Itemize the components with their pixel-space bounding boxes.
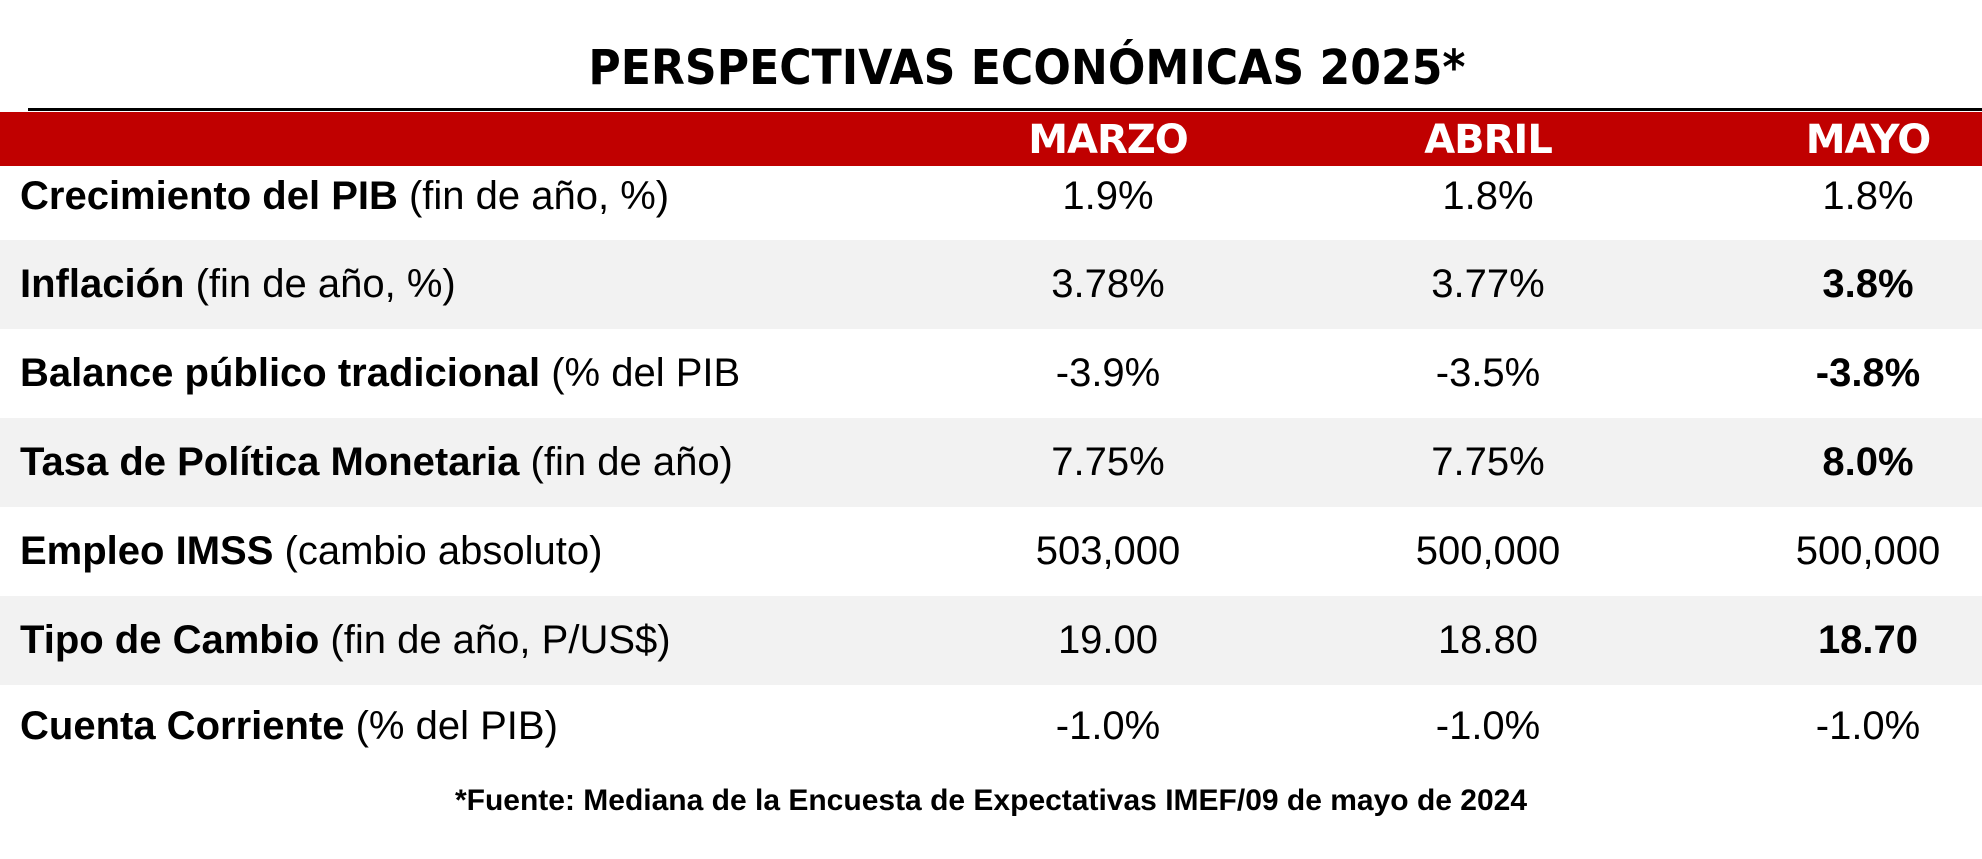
- cell-abril: 18.80: [1437, 618, 1539, 662]
- cell-abril: 7.75%: [1431, 440, 1545, 484]
- title-underline: [28, 108, 1982, 111]
- table-row: Cuenta Corriente (% del PIB) -1.0% -1.0%…: [0, 682, 1982, 771]
- row-label: Balance público tradicional (% del PIB: [20, 329, 740, 418]
- cell-mayo: 8.0%: [1822, 440, 1914, 484]
- table-row: Tasa de Política Monetaria (fin de año) …: [0, 418, 1982, 507]
- cell-abril: 3.77%: [1431, 262, 1545, 306]
- row-label: Tipo de Cambio (fin de año, P/US$): [20, 596, 671, 685]
- row-label: Inflación (fin de año, %): [20, 240, 456, 329]
- row-label-detail: (% del PIB: [540, 351, 741, 395]
- column-header-band: [0, 112, 1982, 166]
- table-row: Crecimiento del PIB (fin de año, %) 1.9%…: [0, 152, 1982, 241]
- column-header-marzo: MARZO: [1028, 117, 1189, 163]
- row-label-detail: (% del PIB): [344, 704, 558, 748]
- column-header-abril: ABRIL: [1424, 117, 1553, 163]
- row-label-bold: Tipo de Cambio: [20, 618, 320, 662]
- row-label: Tasa de Política Monetaria (fin de año): [20, 418, 733, 507]
- cell-marzo: 1.9%: [1062, 174, 1154, 218]
- row-label-detail: (fin de año, P/US$): [319, 618, 671, 662]
- column-header-mayo: MAYO: [1805, 117, 1931, 163]
- page-title: PERSPECTIVAS ECONÓMICAS 2025*: [588, 40, 1466, 96]
- row-label-detail: (fin de año, %): [397, 174, 670, 218]
- cell-abril: -3.5%: [1435, 351, 1541, 395]
- cell-marzo: 3.78%: [1051, 262, 1165, 306]
- cell-marzo: -3.9%: [1055, 351, 1161, 395]
- cell-abril: -1.0%: [1435, 704, 1541, 748]
- cell-mayo: -1.0%: [1815, 704, 1921, 748]
- cell-abril: 500,000: [1415, 529, 1561, 573]
- cell-mayo: 1.8%: [1822, 174, 1914, 218]
- cell-abril: 1.8%: [1442, 174, 1534, 218]
- row-label-bold: Crecimiento del PIB: [20, 174, 398, 218]
- row-label-bold: Tasa de Política Monetaria: [20, 440, 520, 484]
- row-label-bold: Empleo IMSS: [20, 529, 274, 573]
- row-label-detail: (fin de año): [519, 440, 733, 484]
- row-label-detail: (cambio absoluto): [273, 529, 603, 573]
- table-row: Balance público tradicional (% del PIB -…: [0, 329, 1982, 418]
- table-row: Tipo de Cambio (fin de año, P/US$) 19.00…: [0, 596, 1982, 685]
- table-row: Inflación (fin de año, %) 3.78% 3.77% 3.…: [0, 240, 1982, 329]
- row-label: Crecimiento del PIB (fin de año, %): [20, 152, 669, 241]
- cell-marzo: 19.00: [1057, 618, 1159, 662]
- cell-mayo: 18.70: [1817, 618, 1919, 662]
- cell-marzo: -1.0%: [1055, 704, 1161, 748]
- row-label-bold: Balance público tradicional: [20, 351, 541, 395]
- cell-mayo: 500,000: [1795, 529, 1941, 573]
- source-note: *Fuente: Mediana de la Encuesta de Expec…: [454, 784, 1528, 817]
- row-label-bold: Cuenta Corriente: [20, 704, 345, 748]
- row-label: Cuenta Corriente (% del PIB): [20, 682, 558, 771]
- cell-marzo: 7.75%: [1051, 440, 1165, 484]
- cell-mayo: -3.8%: [1815, 351, 1921, 395]
- cell-mayo: 3.8%: [1822, 262, 1914, 306]
- cell-marzo: 503,000: [1035, 529, 1181, 573]
- table-row: Empleo IMSS (cambio absoluto) 503,000 50…: [0, 507, 1982, 596]
- row-label-bold: Inflación: [20, 262, 185, 306]
- row-label-detail: (fin de año, %): [184, 262, 456, 306]
- row-label: Empleo IMSS (cambio absoluto): [20, 507, 602, 596]
